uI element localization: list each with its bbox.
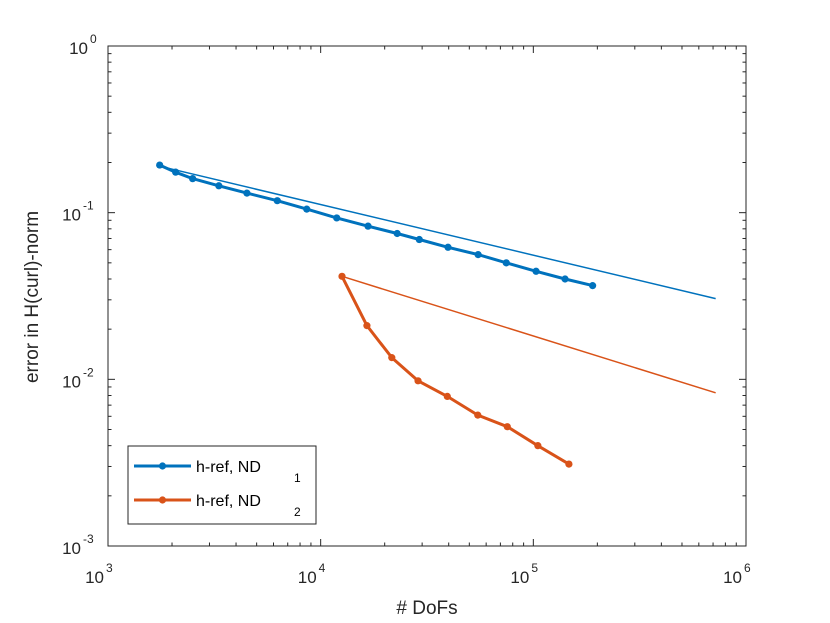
x-tick-label-3: 10 <box>510 568 529 587</box>
plot-area-frame <box>107 45 747 547</box>
x-tick-exponent-1: 3 <box>106 561 113 575</box>
legend-marker-2 <box>158 496 167 504</box>
series-1-point-2 <box>172 168 180 176</box>
series-2-point-8 <box>534 442 542 450</box>
x-tick-label-1: 10 <box>85 568 104 587</box>
series-1-point-6 <box>273 197 281 205</box>
series-2-point-6 <box>474 411 482 419</box>
x-tick-label-2: 10 <box>298 568 317 587</box>
series-1-point-13 <box>474 251 482 259</box>
y-tick-label-4: 10 <box>69 39 88 58</box>
y-tick-label-2: 10 <box>62 372 81 391</box>
y-axis-label: error in H(curl)-norm <box>22 211 43 383</box>
y-tick-exponent-1: -3 <box>83 532 94 546</box>
y-tick-exponent-4: 0 <box>90 32 97 46</box>
series-1-point-12 <box>444 243 452 251</box>
reference-line-2 <box>341 275 716 394</box>
series-2-point-1 <box>338 272 346 280</box>
legend-subscript-2: 2 <box>294 505 301 519</box>
series-1-point-8 <box>333 214 341 222</box>
legend-marker-1 <box>158 462 167 470</box>
series-1-point-15 <box>532 267 540 275</box>
series-line-2 <box>340 275 570 466</box>
legend-label-1: h-ref, ND <box>196 459 261 476</box>
series-1-point-1 <box>156 161 164 169</box>
x-tick-exponent-3: 5 <box>531 561 538 575</box>
legend: h-ref, ND 1 h-ref, ND 2 <box>127 445 317 525</box>
series-2-point-3 <box>388 354 396 362</box>
x-tick-exponent-4: 6 <box>744 561 751 575</box>
y-tick-exponent-2: -2 <box>83 365 94 379</box>
series-1-point-3 <box>189 175 197 183</box>
series-2-point-5 <box>443 392 451 400</box>
series-1-point-9 <box>364 222 372 230</box>
series-line-1 <box>159 163 593 288</box>
series-2-point-7 <box>503 423 511 431</box>
series-1-point-16 <box>561 275 569 283</box>
series-2-point-2 <box>363 322 371 330</box>
series-2-point-4 <box>414 377 422 385</box>
legend-subscript-1: 1 <box>294 471 301 485</box>
series-1-point-14 <box>502 259 510 267</box>
y-tick-label-1: 10 <box>62 539 81 558</box>
series-1-point-11 <box>415 235 423 244</box>
y-tick-exponent-3: -1 <box>83 199 94 213</box>
series-1-point-4 <box>215 182 223 190</box>
series-1-point-5 <box>243 189 251 197</box>
series-2-point-9 <box>565 460 573 468</box>
series-1-point-17 <box>589 282 597 290</box>
legend-box <box>127 445 317 525</box>
y-tick-label-3: 10 <box>62 206 81 225</box>
x-tick-label-4: 10 <box>723 568 742 587</box>
legend-label-2: h-ref, ND <box>196 493 261 510</box>
series-1-point-10 <box>393 229 401 238</box>
series-1-point-7 <box>303 205 311 213</box>
x-axis-label: # DoFs <box>396 598 457 619</box>
reference-line-1 <box>159 165 716 300</box>
x-tick-exponent-2: 4 <box>319 561 326 575</box>
